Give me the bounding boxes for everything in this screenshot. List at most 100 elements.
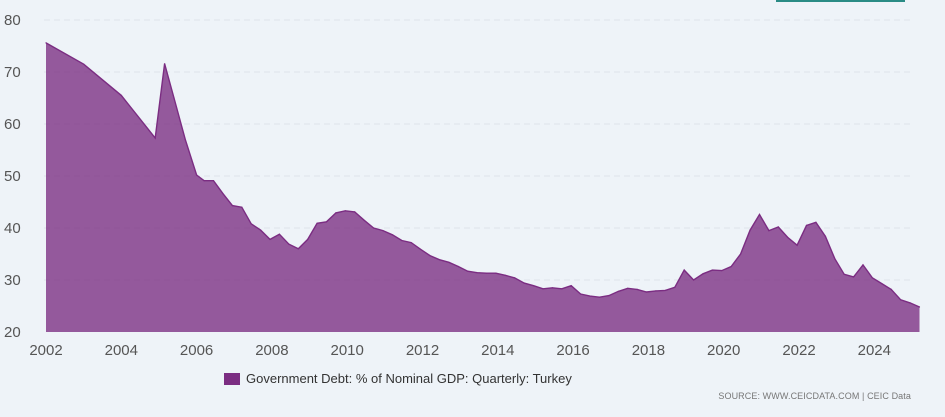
data-point[interactable] xyxy=(890,288,892,290)
data-point[interactable] xyxy=(881,283,883,285)
data-point[interactable] xyxy=(173,97,175,99)
top-tab-indicator[interactable] xyxy=(776,0,905,2)
data-point[interactable] xyxy=(354,211,356,213)
data-point[interactable] xyxy=(900,299,902,301)
data-point[interactable] xyxy=(335,212,337,214)
data-point[interactable] xyxy=(580,293,582,295)
data-point[interactable] xyxy=(154,137,156,139)
data-point[interactable] xyxy=(561,288,563,290)
data-point[interactable] xyxy=(796,244,798,246)
data-point[interactable] xyxy=(721,270,723,272)
data-point[interactable] xyxy=(363,219,365,221)
data-point[interactable] xyxy=(777,226,779,228)
data-point[interactable] xyxy=(164,63,166,65)
data-point[interactable] xyxy=(420,248,422,250)
data-point[interactable] xyxy=(120,94,122,96)
data-point[interactable] xyxy=(476,272,478,274)
data-point[interactable] xyxy=(288,243,290,245)
data-point[interactable] xyxy=(768,230,770,232)
data-point[interactable] xyxy=(485,272,488,274)
data-point[interactable] xyxy=(297,248,299,250)
data-point[interactable] xyxy=(740,253,742,255)
x-tick-label: 2018 xyxy=(632,342,665,359)
data-point[interactable] xyxy=(184,139,186,141)
data-point[interactable] xyxy=(260,229,262,231)
y-tick-label: 50 xyxy=(4,168,21,185)
data-point[interactable] xyxy=(325,221,328,223)
data-point[interactable] xyxy=(749,229,751,231)
data-point[interactable] xyxy=(514,277,516,279)
data-point[interactable] xyxy=(307,238,309,240)
data-point[interactable] xyxy=(805,224,808,226)
data-point[interactable] xyxy=(495,272,497,274)
x-tick-label: 2016 xyxy=(556,342,589,359)
data-point[interactable] xyxy=(241,206,243,208)
data-point[interactable] xyxy=(824,235,827,237)
data-point[interactable] xyxy=(448,261,450,263)
data-point[interactable] xyxy=(551,287,554,289)
data-point[interactable] xyxy=(627,287,629,289)
data-point[interactable] xyxy=(504,274,506,276)
data-point[interactable] xyxy=(758,213,761,216)
data-point[interactable] xyxy=(203,180,205,182)
data-point[interactable] xyxy=(222,193,224,195)
chart-legend[interactable]: Government Debt: % of Nominal GDP: Quart… xyxy=(224,371,572,386)
data-point[interactable] xyxy=(373,227,375,229)
data-point[interactable] xyxy=(636,288,638,290)
data-point[interactable] xyxy=(410,242,412,244)
data-point[interactable] xyxy=(391,234,393,236)
data-point[interactable] xyxy=(457,265,459,268)
data-point[interactable] xyxy=(589,295,591,297)
data-point[interactable] xyxy=(196,174,198,176)
y-tick-label: 20 xyxy=(4,324,21,341)
data-point[interactable] xyxy=(269,238,271,240)
data-point[interactable] xyxy=(853,276,855,278)
data-point[interactable] xyxy=(834,258,836,260)
data-point[interactable] xyxy=(918,306,921,308)
x-axis: 2002 2004 2006 2008 2010 2012 2014 2016 2018 2020… xyxy=(29,342,891,359)
data-point[interactable] xyxy=(83,63,85,65)
data-point[interactable] xyxy=(645,291,648,293)
data-point[interactable] xyxy=(429,255,431,257)
data-point[interactable] xyxy=(231,205,233,207)
y-tick-label: 40 xyxy=(4,220,21,237)
data-point[interactable] xyxy=(730,265,732,268)
data-point[interactable] xyxy=(608,295,610,297)
data-point[interactable] xyxy=(787,236,789,238)
data-point[interactable] xyxy=(542,288,544,290)
data-point[interactable] xyxy=(212,180,215,182)
x-tick-label: 2012 xyxy=(406,342,439,359)
data-point[interactable] xyxy=(570,285,572,287)
data-point[interactable] xyxy=(45,42,47,44)
y-axis: 20 30 40 50 60 70 80 xyxy=(4,12,21,341)
data-point[interactable] xyxy=(683,269,685,271)
y-tick-label: 70 xyxy=(4,64,21,81)
data-point[interactable] xyxy=(382,230,384,232)
data-point[interactable] xyxy=(862,264,864,266)
data-point[interactable] xyxy=(533,285,535,287)
data-point[interactable] xyxy=(438,259,440,261)
data-point[interactable] xyxy=(344,210,346,212)
data-point[interactable] xyxy=(815,221,817,223)
data-point[interactable] xyxy=(467,270,469,272)
data-point[interactable] xyxy=(702,273,704,275)
data-point[interactable] xyxy=(871,277,874,279)
data-point[interactable] xyxy=(664,289,666,291)
data-point[interactable] xyxy=(598,296,601,298)
data-point[interactable] xyxy=(401,239,403,242)
data-point[interactable] xyxy=(674,286,676,288)
data-point[interactable] xyxy=(693,279,695,281)
data-point[interactable] xyxy=(250,223,252,225)
area-series xyxy=(45,42,921,333)
data-point[interactable] xyxy=(711,269,714,271)
x-tick-label: 2006 xyxy=(180,342,213,359)
x-tick-label: 2014 xyxy=(481,342,514,359)
data-point[interactable] xyxy=(843,273,845,275)
data-point[interactable] xyxy=(909,302,911,304)
data-point[interactable] xyxy=(278,233,280,235)
data-point[interactable] xyxy=(316,222,318,224)
data-point[interactable] xyxy=(617,290,619,292)
data-point[interactable] xyxy=(523,282,525,284)
y-tick-label: 30 xyxy=(4,272,21,289)
data-point[interactable] xyxy=(655,290,657,292)
